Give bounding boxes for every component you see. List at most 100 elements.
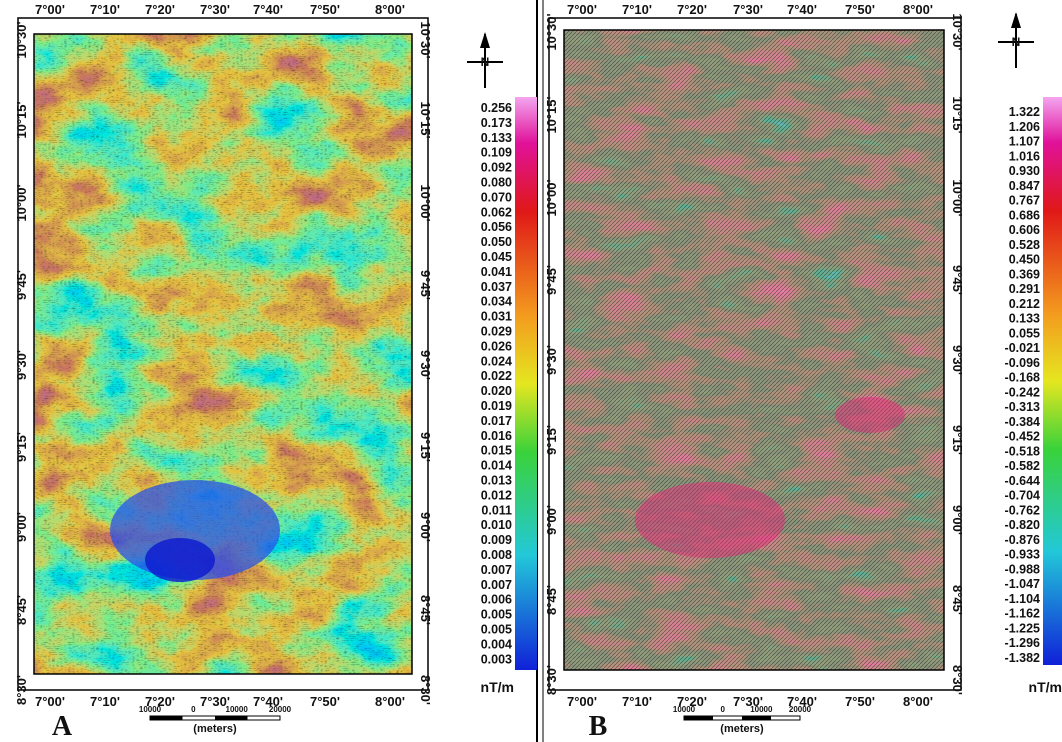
colorbar-label: 0.031 <box>481 310 512 324</box>
north-arrow <box>480 32 490 48</box>
lon-label: 7°00' <box>567 2 597 17</box>
scale-label: 10000 <box>139 705 162 714</box>
lat-label: 9°45' <box>14 270 29 300</box>
lat-label: 8°30' <box>14 675 29 705</box>
colorbar-unit: nT/m <box>481 679 514 695</box>
lon-label: 8°00' <box>375 2 405 17</box>
panel-label: B <box>589 711 608 742</box>
lat-label: 10°30' <box>14 21 29 58</box>
lat-label: 9°00' <box>14 512 29 542</box>
map-frame <box>17 17 429 691</box>
colorbar-label: 0.037 <box>481 280 512 294</box>
north-arrow <box>1011 12 1021 28</box>
lat-label: 9°15' <box>14 432 29 462</box>
colorbar-label: 0.012 <box>481 488 512 502</box>
lon-label: 7°20' <box>145 694 175 709</box>
colorbar <box>1043 97 1062 665</box>
lon-label: 7°50' <box>310 2 340 17</box>
colorbar-label: 0.256 <box>481 101 512 115</box>
lon-label: 7°10' <box>622 2 652 17</box>
lon-label: 7°10' <box>622 694 652 709</box>
lon-label: 7°00' <box>567 694 597 709</box>
map-border <box>33 33 413 675</box>
scale-label: 10000 <box>673 705 696 714</box>
colorbar-label: 0.173 <box>481 116 512 130</box>
scale-bar <box>215 716 248 720</box>
lon-label: 8°00' <box>903 2 933 17</box>
colorbar-label: -0.242 <box>1005 385 1040 399</box>
map-feature <box>145 538 215 582</box>
lat-label: 8°45' <box>950 585 965 615</box>
colorbar-label: 0.024 <box>481 354 512 368</box>
lat-label: 9°00' <box>950 505 965 535</box>
colorbar-label: 0.041 <box>481 265 512 279</box>
colorbar-label: -0.933 <box>1005 548 1040 562</box>
lon-label: 7°50' <box>845 2 875 17</box>
colorbar-label: 0.109 <box>481 146 512 160</box>
lon-label: 7°10' <box>90 2 120 17</box>
map-frame <box>548 17 962 691</box>
colorbar-label: -1.047 <box>1005 577 1040 591</box>
lat-label: 9°30' <box>418 350 433 380</box>
colorbar-label: 0.450 <box>1009 253 1040 267</box>
scale-unit: (meters) <box>720 723 764 735</box>
lat-label: 8°45' <box>418 595 433 625</box>
colorbar-label: 0.056 <box>481 220 512 234</box>
colorbar-label: 0.070 <box>481 190 512 204</box>
colorbar-label: 0.017 <box>481 414 512 428</box>
lat-label: 9°30' <box>14 350 29 380</box>
colorbar-label: -0.876 <box>1005 533 1040 547</box>
lat-label: 9°00' <box>418 512 433 542</box>
colorbar-label: 0.007 <box>481 563 512 577</box>
colorbar-label: -0.384 <box>1005 415 1040 429</box>
lat-label: 8°30' <box>950 665 965 695</box>
colorbar-label: 0.034 <box>481 295 512 309</box>
colorbar-label: 0.016 <box>481 429 512 443</box>
north-label: N <box>481 55 490 69</box>
colorbar-label: 0.013 <box>481 474 512 488</box>
scale-label: 0 <box>191 705 196 714</box>
colorbar-label: 0.133 <box>481 131 512 145</box>
colorbar-label: -0.518 <box>1005 444 1040 458</box>
lat-label: 10°15' <box>418 101 433 138</box>
colorbar-label: -0.762 <box>1005 503 1040 517</box>
colorbar-label: 1.322 <box>1009 105 1040 119</box>
colorbar-label: -0.582 <box>1005 459 1040 473</box>
colorbar-label: 0.026 <box>481 339 512 353</box>
lat-label: 10°15' <box>14 101 29 138</box>
lat-label: 8°45' <box>14 595 29 625</box>
colorbar-label: 0.005 <box>481 608 512 622</box>
colorbar-label: 0.062 <box>481 205 512 219</box>
colorbar-label: -0.820 <box>1005 518 1040 532</box>
lat-label: 8°30' <box>544 665 559 695</box>
colorbar-label: 0.045 <box>481 250 512 264</box>
colorbar-label: 0.930 <box>1009 164 1040 178</box>
lon-label: 7°00' <box>35 2 65 17</box>
colorbar-label: 0.009 <box>481 533 512 547</box>
lat-label: 10°15' <box>950 96 965 133</box>
colorbar-label: 1.206 <box>1009 120 1040 134</box>
lon-label: 7°20' <box>145 2 175 17</box>
colorbar-label: 0.006 <box>481 593 512 607</box>
lat-label: 10°00' <box>14 184 29 221</box>
colorbar-label: 0.528 <box>1009 238 1040 252</box>
panel-label: A <box>52 711 73 742</box>
colorbar-label: 1.107 <box>1009 135 1040 149</box>
map-feature <box>835 397 905 433</box>
lon-label: 7°50' <box>310 694 340 709</box>
lat-label: 10°30' <box>418 21 433 58</box>
colorbar-label: 0.212 <box>1009 297 1040 311</box>
colorbar-label: -1.225 <box>1005 621 1040 635</box>
colorbar-label: 0.005 <box>481 623 512 637</box>
lon-label: 7°30' <box>733 2 763 17</box>
lon-label: 8°00' <box>375 694 405 709</box>
map-border <box>563 29 945 671</box>
colorbar <box>515 97 537 670</box>
colorbar-label: 0.050 <box>481 235 512 249</box>
colorbar-label: -1.382 <box>1005 651 1040 665</box>
lat-label: 10°30' <box>544 13 559 50</box>
colorbar-label: -0.096 <box>1005 356 1040 370</box>
north-label: N <box>1012 35 1021 49</box>
colorbar-label: 0.291 <box>1009 282 1040 296</box>
colorbar-label: 0.092 <box>481 161 512 175</box>
